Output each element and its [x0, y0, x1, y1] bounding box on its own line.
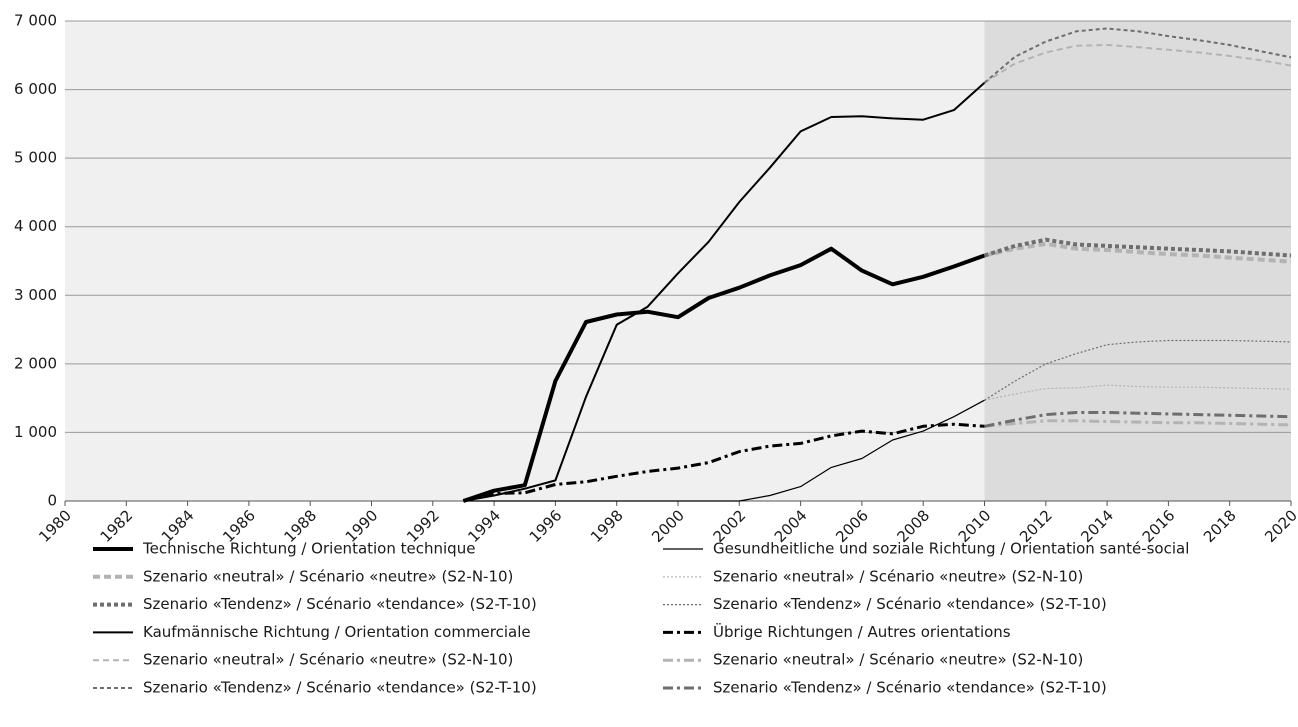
data-line — [984, 241, 1292, 264]
forecast-region — [984, 21, 1291, 501]
data-line — [983, 44, 1292, 84]
x-tick-label: 2000 — [648, 506, 688, 546]
legend-label: Technische Richtung / Orientation techni… — [142, 540, 475, 558]
y-tick-label: 1 000 — [14, 423, 57, 441]
y-tick-label: 7 000 — [14, 12, 57, 30]
x-tick-label: 1982 — [97, 506, 137, 546]
legend-label: Szenario «neutral» / Scénario «neutre» (… — [713, 651, 1083, 669]
legend-label: Szenario «neutral» / Scénario «neutre» (… — [713, 567, 1083, 585]
legend-label: Übrige Richtungen / Autres orientations — [713, 622, 1011, 641]
legend-label: Szenario «neutral» / Scénario «neutre» (… — [143, 567, 513, 585]
legend-label: Szenario «Tendenz» / Scénario «tendance»… — [713, 595, 1107, 613]
data-line — [463, 81, 986, 502]
data-line — [984, 419, 1292, 428]
y-tick-label: 3 000 — [14, 286, 57, 304]
x-tick-label: 2020 — [1261, 506, 1298, 546]
data-line — [463, 399, 985, 502]
legend-label: Szenario «Tendenz» / Scénario «tendance»… — [713, 679, 1107, 697]
x-tick-label: 1998 — [587, 506, 627, 546]
x-tick-label: 2018 — [1200, 506, 1240, 546]
data-line — [984, 411, 1292, 428]
y-tick-label: 2 000 — [14, 354, 57, 372]
x-tick-label: 1980 — [35, 506, 75, 546]
legend-label: Szenario «Tendenz» / Scénario «tendance»… — [143, 679, 537, 697]
legend-label: Szenario «neutral» / Scénario «neutre» (… — [143, 651, 513, 669]
legend-label: Gesundheitliche und soziale Richtung / O… — [713, 540, 1189, 558]
y-tick-label: 4 000 — [14, 217, 57, 235]
x-tick-label: 1996 — [526, 506, 566, 546]
data-line — [984, 384, 1292, 401]
y-tick-label: 0 — [47, 492, 57, 510]
data-line — [462, 246, 986, 503]
data-line — [463, 422, 985, 503]
legend-label: Szenario «Tendenz» / Scénario «tendance»… — [143, 595, 537, 613]
y-tick-label: 5 000 — [14, 149, 57, 167]
legend-label: Kaufmännische Richtung / Orientation com… — [143, 623, 531, 641]
y-tick-label: 6 000 — [14, 80, 57, 98]
data-line — [983, 237, 1292, 258]
data-line — [983, 27, 1292, 84]
data-line — [984, 339, 1292, 401]
